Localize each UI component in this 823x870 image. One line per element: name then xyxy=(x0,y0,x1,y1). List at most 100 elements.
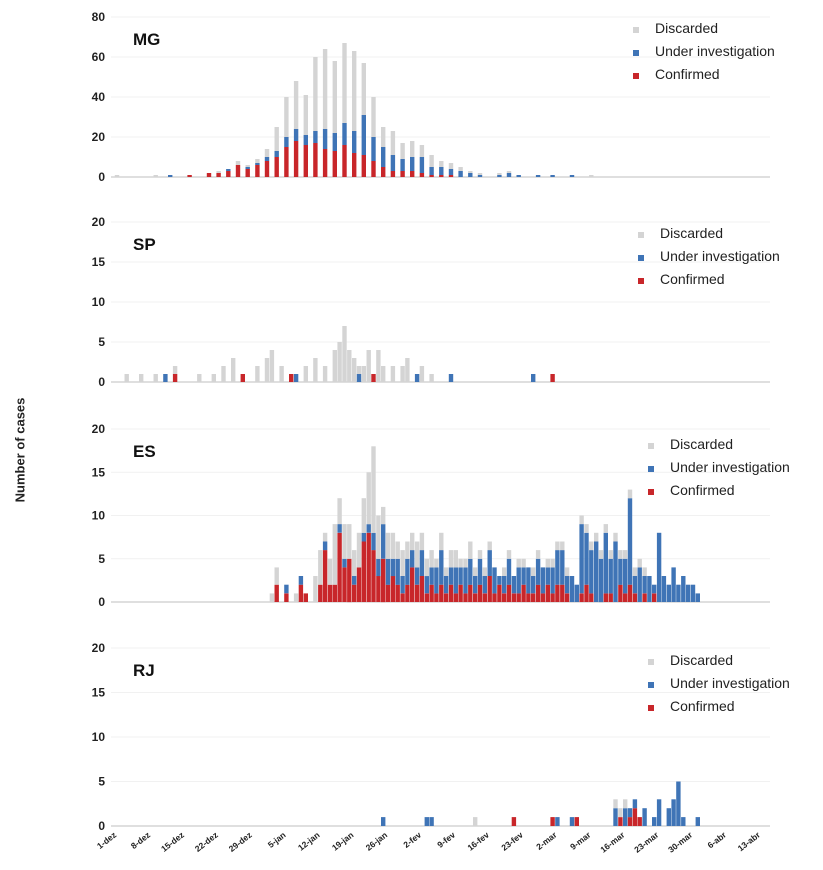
bar-discarded xyxy=(468,541,473,559)
bar-confirmed xyxy=(400,593,405,602)
bar-under-investigation xyxy=(284,584,289,594)
bar-under-investigation xyxy=(531,576,536,594)
bar-confirmed xyxy=(361,155,366,177)
bar-confirmed xyxy=(366,532,371,602)
bar-under-investigation xyxy=(303,135,308,145)
bar-discarded xyxy=(482,567,487,576)
bar-under-investigation xyxy=(681,817,686,826)
bar-under-investigation xyxy=(429,567,434,585)
bar-confirmed xyxy=(405,584,410,602)
bar-discarded xyxy=(550,558,555,568)
bar-confirmed xyxy=(361,541,366,602)
bar-confirmed xyxy=(468,584,473,602)
bar-confirmed xyxy=(506,584,512,602)
bar-under-investigation xyxy=(623,808,628,826)
bar-discarded xyxy=(337,498,342,525)
bar-discarded xyxy=(318,550,323,585)
bar-under-investigation xyxy=(463,567,468,594)
bar-discarded xyxy=(284,97,289,137)
panel-title: SP xyxy=(133,235,156,254)
bar-discarded xyxy=(153,175,158,177)
y-tick-label: 80 xyxy=(92,10,106,24)
bar-discarded xyxy=(322,532,328,542)
bar-discarded xyxy=(429,374,434,382)
bar-under-investigation xyxy=(458,171,463,177)
bar-under-investigation xyxy=(419,157,425,173)
bar-under-investigation xyxy=(163,374,168,382)
bar-under-investigation xyxy=(492,567,497,594)
bar-under-investigation xyxy=(405,558,410,585)
bar-discarded xyxy=(608,550,613,559)
bar-under-investigation xyxy=(584,532,589,585)
bar-discarded xyxy=(322,49,328,129)
x-tick-label: 16-fev xyxy=(465,830,491,853)
bar-under-investigation xyxy=(647,576,652,602)
x-tick-label: 22-dez xyxy=(193,830,220,854)
bar-under-investigation xyxy=(284,137,289,147)
bar-under-investigation xyxy=(356,374,362,382)
bar-discarded xyxy=(603,524,608,533)
bar-under-investigation xyxy=(337,524,342,533)
bar-confirmed xyxy=(579,593,584,602)
bar-under-investigation xyxy=(448,374,454,382)
bar-discarded xyxy=(361,366,366,382)
bar-discarded xyxy=(623,550,628,559)
bar-discarded xyxy=(293,593,299,602)
bar-under-investigation xyxy=(381,817,386,826)
bar-under-investigation xyxy=(540,567,546,594)
bar-discarded xyxy=(395,541,400,559)
bar-discarded xyxy=(332,61,337,133)
bar-confirmed xyxy=(540,593,546,602)
bar-under-investigation xyxy=(424,576,429,594)
bar-confirmed xyxy=(226,171,231,177)
bar-discarded xyxy=(623,799,628,809)
bar-discarded xyxy=(231,358,236,382)
bar-under-investigation xyxy=(613,808,618,826)
bar-confirmed xyxy=(652,593,657,602)
bar-confirmed xyxy=(245,169,250,177)
bar-confirmed xyxy=(618,584,623,602)
bar-confirmed xyxy=(463,593,468,602)
bar-discarded xyxy=(429,155,434,167)
bar-confirmed xyxy=(550,374,555,382)
bar-discarded xyxy=(448,550,454,568)
bar-confirmed xyxy=(376,576,381,602)
bar-confirmed xyxy=(560,584,565,602)
bar-discarded xyxy=(274,127,279,151)
bar-confirmed xyxy=(172,374,178,382)
bar-under-investigation xyxy=(395,558,400,585)
legend-label: Under investigation xyxy=(670,675,790,691)
bar-discarded xyxy=(361,498,366,533)
bar-discarded xyxy=(453,550,458,568)
bar-under-investigation xyxy=(361,115,366,155)
bar-under-investigation xyxy=(366,524,371,533)
bar-under-investigation xyxy=(458,567,463,585)
bar-discarded xyxy=(376,350,381,382)
x-tick-label: 12-jan xyxy=(296,830,322,853)
bar-under-investigation xyxy=(414,374,420,382)
bar-under-investigation xyxy=(637,567,642,602)
bar-confirmed xyxy=(531,593,536,602)
legend-label: Discarded xyxy=(660,225,723,241)
bar-discarded xyxy=(352,51,357,131)
bar-confirmed xyxy=(642,593,647,602)
bar-under-investigation xyxy=(424,817,429,826)
bar-discarded xyxy=(211,374,216,382)
x-tick-label: 9-mar xyxy=(568,829,593,852)
bar-discarded xyxy=(473,567,478,576)
bar-under-investigation xyxy=(666,808,671,826)
bar-under-investigation xyxy=(419,550,425,576)
bar-under-investigation xyxy=(608,558,613,594)
bar-discarded xyxy=(477,550,483,559)
x-tick-label: 2-mar xyxy=(534,829,559,852)
bar-under-investigation xyxy=(550,567,555,594)
bar-confirmed xyxy=(439,175,444,177)
bar-under-investigation xyxy=(390,558,396,577)
bar-discarded xyxy=(342,43,347,123)
bar-under-investigation xyxy=(531,374,536,382)
bar-discarded xyxy=(535,550,541,559)
y-tick-label: 10 xyxy=(92,730,106,744)
bar-discarded xyxy=(327,558,333,585)
bar-discarded xyxy=(584,524,589,533)
